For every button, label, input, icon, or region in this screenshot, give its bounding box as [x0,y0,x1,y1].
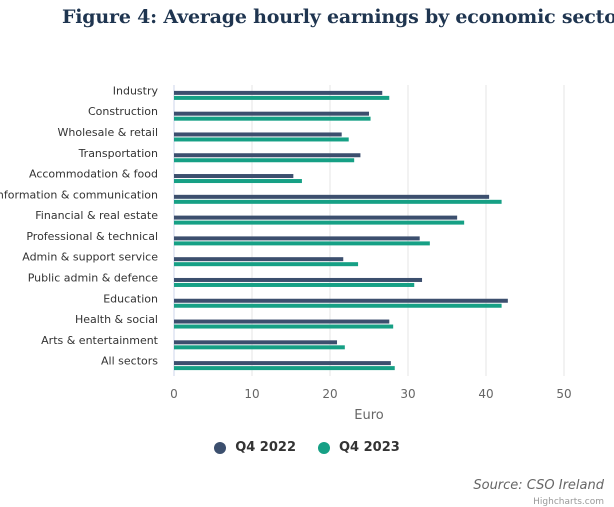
category-label: Industry [113,84,159,97]
bar-q4-2023 [174,262,359,267]
bar-q4-2023 [174,241,430,246]
bar-q4-2022 [174,90,383,95]
bar-q4-2022 [174,236,420,241]
bar-q4-2022 [174,194,490,199]
x-tick-label: 20 [322,387,337,401]
legend-label: Q4 2022 [235,440,296,455]
legend-item[interactable]: Q4 2022 [214,440,296,455]
legend-label: Q4 2023 [339,440,400,455]
bar-q4-2023 [174,345,345,350]
bar-q4-2023 [174,220,465,225]
bar-q4-2022 [174,277,423,282]
bar-q4-2022 [174,257,344,262]
category-label: Public admin & defence [28,271,158,284]
bar-q4-2023 [174,199,502,204]
bar-q4-2022 [174,215,458,220]
bar-q4-2023 [174,116,371,121]
credits-link[interactable]: Highcharts.com [533,497,604,507]
x-tick-label: 0 [170,387,178,401]
bar-q4-2022 [174,132,342,137]
category-label: Information & communication [0,188,158,201]
legend-item[interactable]: Q4 2023 [318,440,400,455]
legend: Q4 2022 Q4 2023 [0,440,614,455]
category-label: Admin & support service [22,251,158,264]
x-axis-title: Euro [354,408,384,423]
x-tick-label: 30 [400,387,415,401]
chart-title: Figure 4: Average hourly earnings by eco… [62,6,614,28]
bar-q4-2023 [174,179,302,184]
bar-q4-2022 [174,153,361,158]
bar-q4-2023 [174,282,415,287]
category-label: Wholesale & retail [58,126,158,139]
legend-marker [214,441,227,454]
bar-q4-2023 [174,324,394,329]
category-label: Education [103,292,158,305]
bar-q4-2022 [174,174,294,179]
x-tick-label: 10 [244,387,259,401]
source-note: Source: CSO Ireland [473,478,604,493]
x-tick-label: 50 [556,387,571,401]
bar-q4-2022 [174,319,390,324]
category-label: Professional & technical [26,230,158,243]
category-label: Financial & real estate [35,209,158,222]
bar-q4-2023 [174,137,349,142]
bar-q4-2023 [174,303,502,308]
legend-marker [318,441,330,454]
category-label: Health & social [75,313,158,326]
category-label: Construction [88,105,158,118]
bar-q4-2023 [174,95,390,100]
bar-q4-2022 [174,361,391,366]
bar-q4-2022 [174,340,338,345]
bar-q4-2022 [174,298,508,303]
category-label: All sectors [101,355,158,368]
bar-q4-2023 [174,366,395,371]
bar-q4-2022 [174,111,369,116]
x-tick-label: 40 [478,387,493,401]
category-label: Transportation [78,147,158,160]
category-label: Accommodation & food [29,168,158,181]
category-label: Arts & entertainment [41,334,159,347]
bar-q4-2023 [174,158,355,163]
